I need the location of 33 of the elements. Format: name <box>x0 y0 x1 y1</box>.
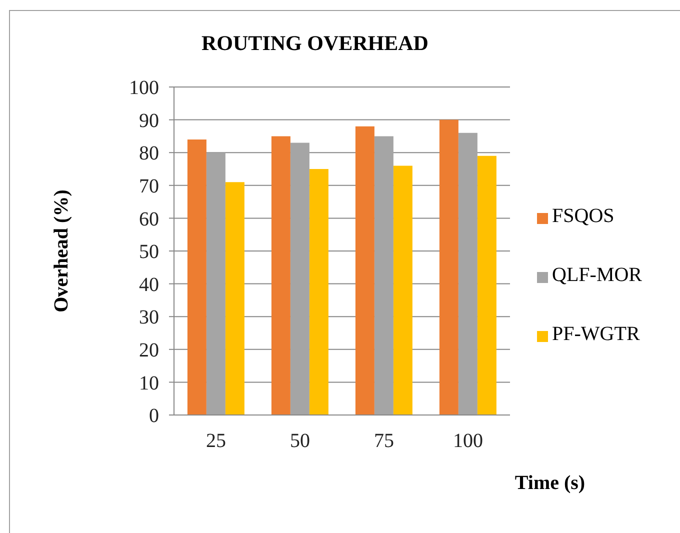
y-tick-label: 20 <box>139 340 159 362</box>
x-tick-label: 100 <box>453 430 483 452</box>
y-tick-label: 40 <box>139 274 159 296</box>
y-tick-label: 50 <box>139 241 159 264</box>
bar <box>439 120 458 415</box>
y-tick-label: 80 <box>139 142 159 165</box>
bar <box>309 169 328 415</box>
bar <box>187 139 206 415</box>
y-tick-label: 30 <box>139 306 159 329</box>
y-tick-label: 90 <box>139 110 159 132</box>
bar <box>271 136 290 415</box>
y-tick-label: 60 <box>139 208 159 230</box>
x-tick-label: 50 <box>290 430 310 452</box>
y-tick-label: 100 <box>129 77 159 100</box>
legend-label: QLF-MOR <box>552 264 642 286</box>
bar <box>206 152 226 415</box>
x-tick-label: 25 <box>206 430 226 452</box>
y-tick-label: 0 <box>149 405 159 428</box>
bar <box>393 166 412 415</box>
x-axis-title: Time (s) <box>514 472 586 495</box>
bar <box>225 182 244 415</box>
bar <box>355 126 374 415</box>
bar <box>458 132 478 415</box>
chart-title: ROUTING OVERHEAD <box>200 31 430 56</box>
bar <box>290 142 310 415</box>
bar <box>477 156 496 415</box>
y-tick-label: 70 <box>139 176 159 198</box>
legend-label: PF-WGTR <box>552 323 640 345</box>
x-tick-label: 75 <box>374 430 394 452</box>
y-axis-title: Overhead (%) <box>50 190 74 312</box>
y-tick-label: 10 <box>139 372 159 394</box>
bar <box>374 136 394 415</box>
legend-label: FSQOS <box>552 205 614 227</box>
